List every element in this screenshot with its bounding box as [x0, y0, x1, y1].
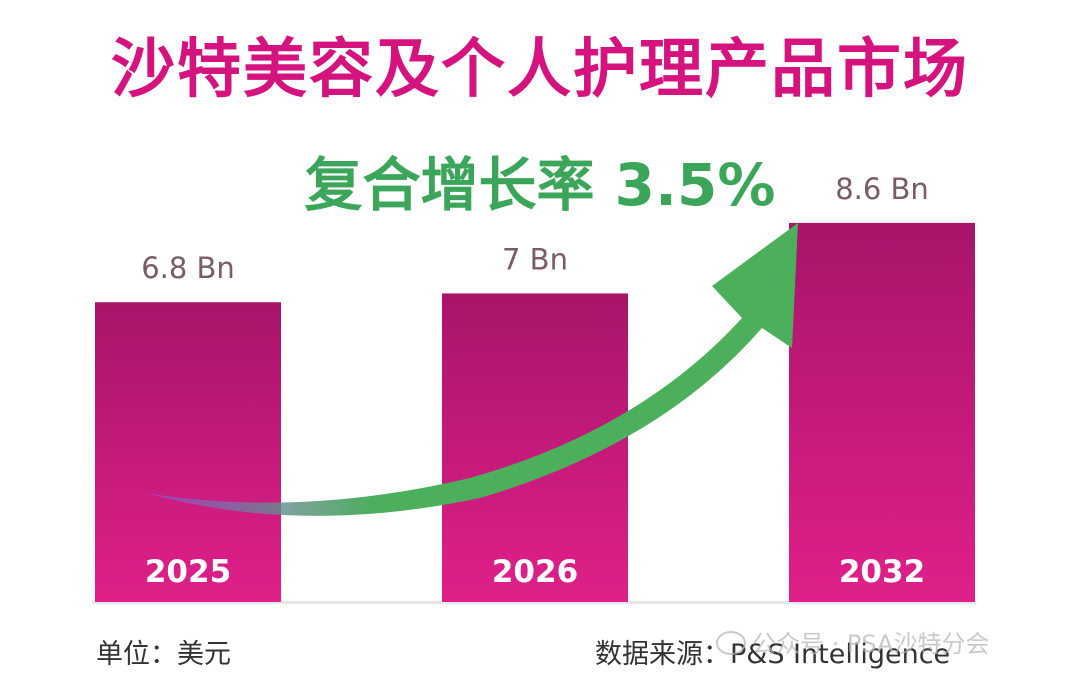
bar-2025: [95, 302, 281, 602]
cagr-subtitle: 复合增长率 3.5%: [304, 151, 776, 219]
category-label-2026: 2026: [492, 554, 578, 590]
chart-title: 沙特美容及个人护理产品市场: [111, 33, 969, 107]
value-label-2032: 8.6 Bn: [835, 172, 929, 206]
category-label-2025: 2025: [145, 554, 231, 590]
unit-label: 单位：美元: [96, 639, 231, 670]
wechat-icon: [716, 631, 746, 655]
value-label-2025: 6.8 Bn: [141, 251, 235, 285]
watermark: 公众号 · PSA沙特分会: [716, 624, 989, 659]
watermark-text: 公众号 · PSA沙特分会: [752, 630, 990, 658]
baseline: [92, 601, 976, 604]
category-label-2032: 2032: [839, 554, 925, 590]
value-label-2026: 7 Bn: [502, 242, 568, 276]
bar-2032: [789, 222, 975, 603]
source-label: 数据来源：P&S Intelligence: [595, 639, 951, 670]
